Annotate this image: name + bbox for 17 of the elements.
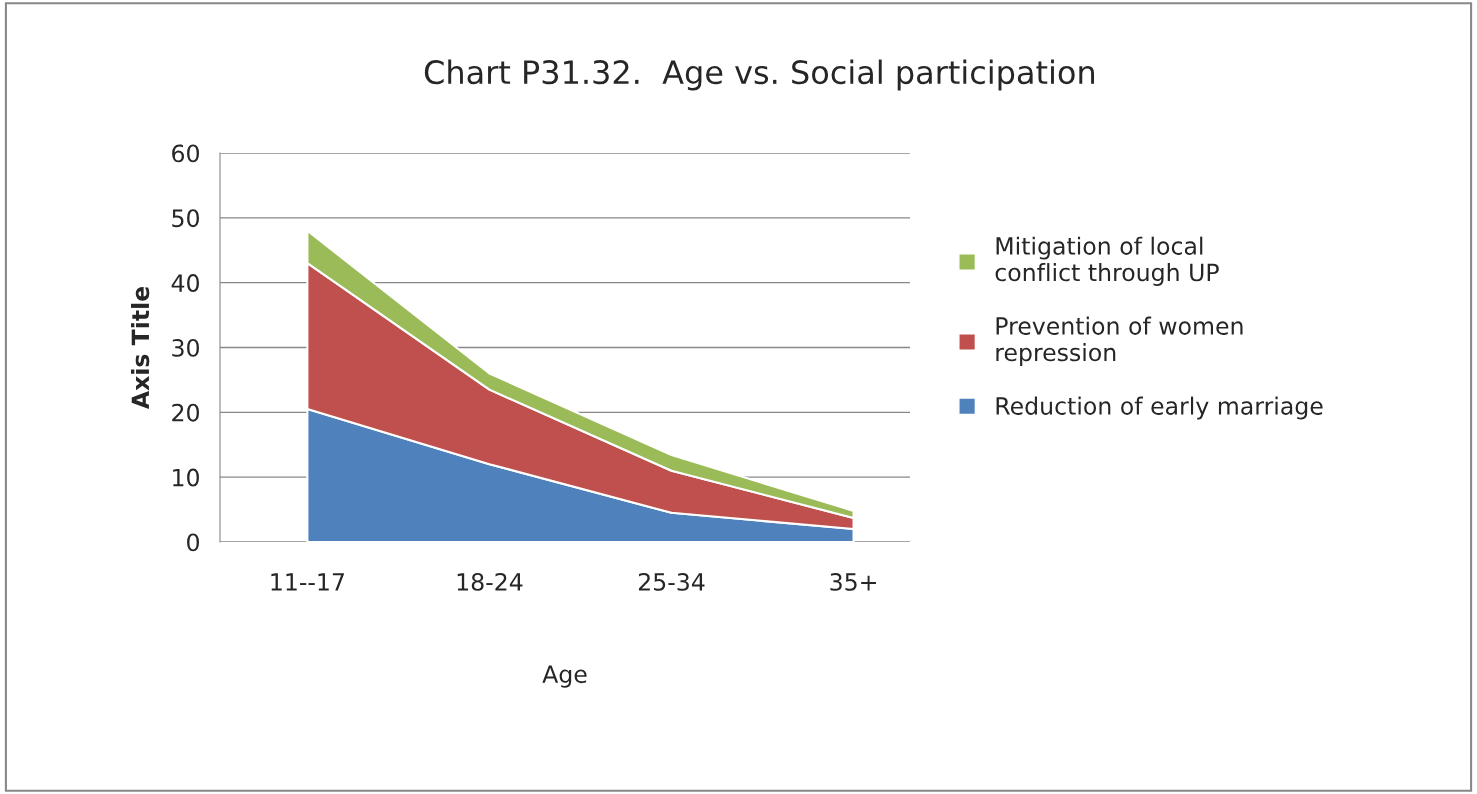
y-tick-label: 60 [172,144,199,163]
x-tick-label: 18-24 [457,572,523,591]
x-tick-label: 35+ [830,572,876,591]
y-tick-label: 40 [171,274,199,292]
legend-label: Prevention of women repression [996,316,1243,366]
y-tick-label: 20 [172,403,199,422]
x-axis-title: Age [542,665,587,688]
y-axis-title: Axis Title [130,286,150,410]
chart-title: Chart P31.32. Age vs. Social participation [424,59,1094,91]
y-tick-label: 50 [172,209,199,228]
x-tick-label: 11--17 [271,573,344,591]
y-tick-label: 30 [172,338,199,357]
y-tick-label: 0 [187,533,199,552]
x-tick-label: 25-34 [638,572,705,591]
legend-label: Reduction of early marriage [996,396,1323,420]
legend-label: Mitigation of local conflict through UP [995,236,1219,286]
y-tick-label: 10 [173,468,199,487]
